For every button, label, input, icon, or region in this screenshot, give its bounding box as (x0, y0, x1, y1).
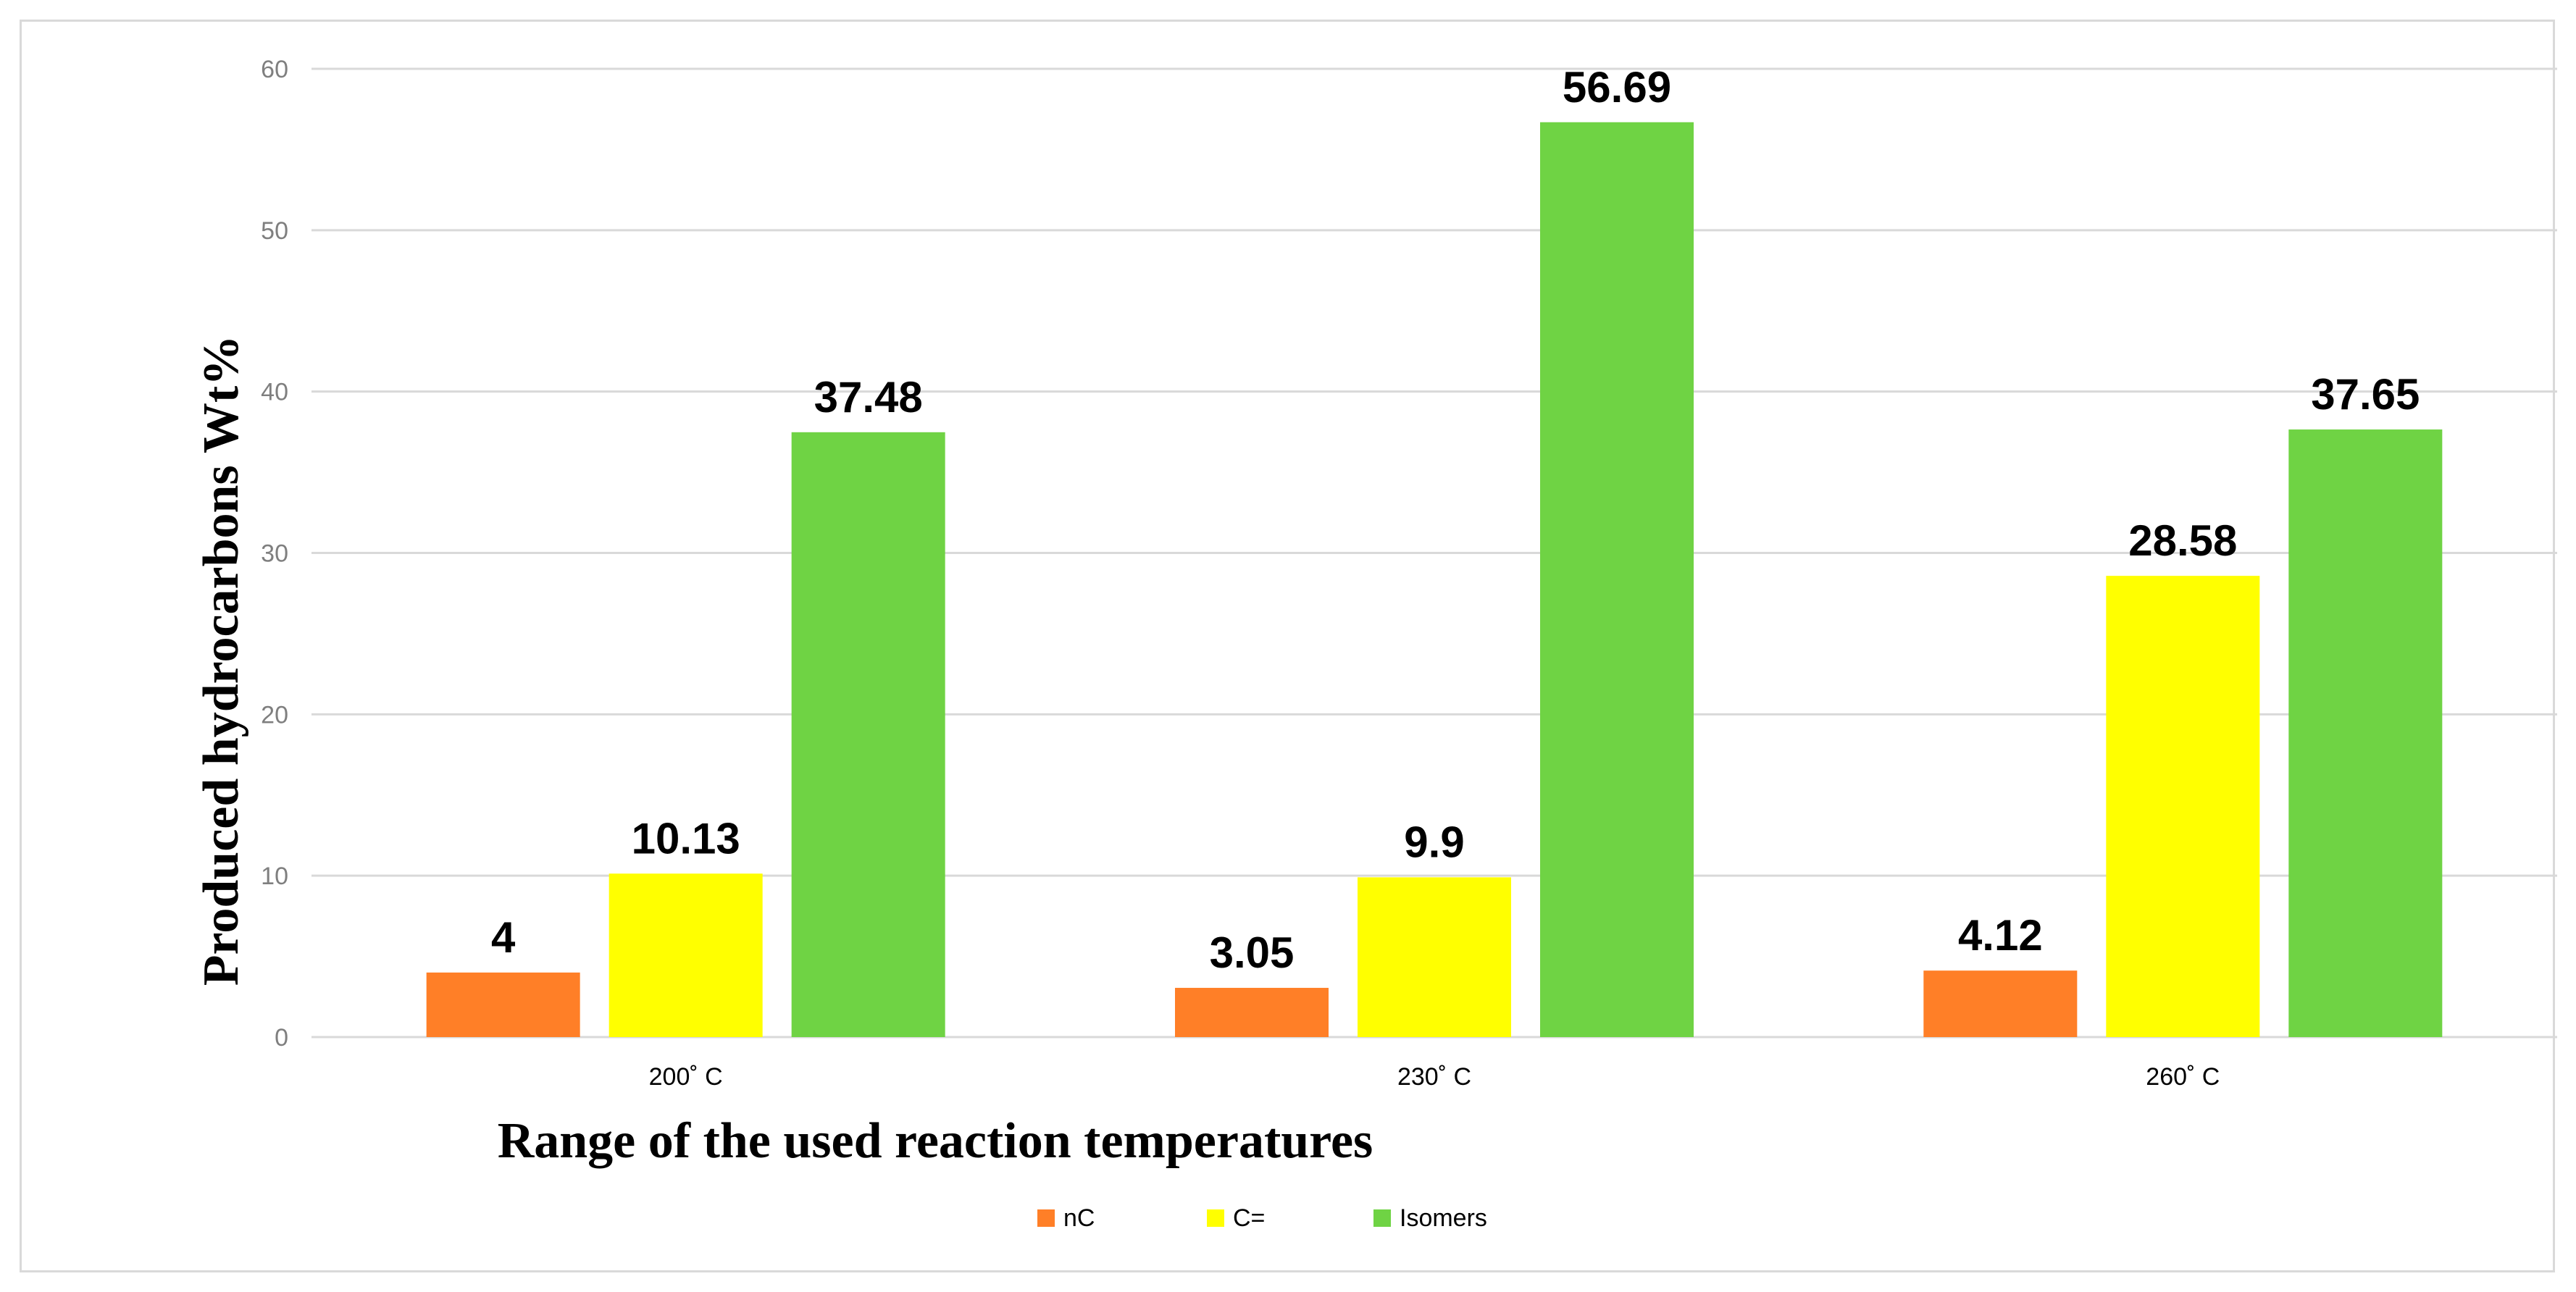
data-label: 4.12 (1958, 911, 2043, 960)
bar-c-0 (609, 873, 763, 1037)
bar-isomers-0 (791, 432, 945, 1037)
legend-swatch (1373, 1209, 1391, 1227)
y-tick-label: 40 (261, 379, 288, 406)
bar-c-2 (2106, 576, 2260, 1037)
y-axis-title: Produced hydrocarbons Wt% (193, 335, 249, 986)
bar-c-1 (1358, 877, 1511, 1037)
legend-swatch (1207, 1209, 1224, 1227)
bar-isomers-2 (2288, 429, 2443, 1037)
x-tick-label: 230˚ C (1397, 1063, 1471, 1091)
data-label: 3.05 (1210, 928, 1295, 977)
y-tick-label: 30 (261, 540, 288, 568)
x-tick-label: 200˚ C (649, 1063, 723, 1091)
y-tick-label: 50 (261, 217, 288, 245)
data-label: 10.13 (632, 814, 740, 863)
bar-nc-0 (426, 972, 580, 1037)
legend-label: nC (1063, 1204, 1095, 1232)
bar-nc-2 (1923, 970, 2078, 1037)
bars (426, 122, 2443, 1038)
legend-label: C= (1233, 1204, 1265, 1232)
y-tick-label: 20 (261, 701, 288, 729)
data-label: 37.65 (2311, 370, 2420, 419)
data-labels: 4 10.13 37.48 3.05 9.9 56.69 4.12 28.58 37.65 (491, 63, 2420, 977)
x-axis-categories: 200˚ C 230˚ C 260˚ C (649, 1063, 2220, 1091)
bar-isomers-1 (1540, 122, 1694, 1038)
legend-swatch (1037, 1209, 1055, 1227)
bar-nc-1 (1175, 988, 1329, 1037)
data-label: 28.58 (2128, 516, 2237, 565)
legend-label: Isomers (1400, 1204, 1487, 1232)
data-label: 56.69 (1563, 63, 1671, 112)
y-tick-label: 60 (261, 56, 288, 83)
data-label: 4 (491, 913, 516, 962)
y-tick-label: 10 (261, 863, 288, 890)
y-tick-label: 0 (275, 1024, 288, 1052)
data-label: 9.9 (1404, 818, 1464, 866)
data-label: 37.48 (814, 373, 923, 421)
x-tick-label: 260˚ C (2146, 1063, 2220, 1091)
legend: nC C= Isomers (1037, 1204, 1487, 1232)
x-axis-title: Range of the used reaction temperatures (498, 1113, 1373, 1169)
y-axis-ticks: 0 10 20 30 40 50 60 (261, 56, 288, 1052)
